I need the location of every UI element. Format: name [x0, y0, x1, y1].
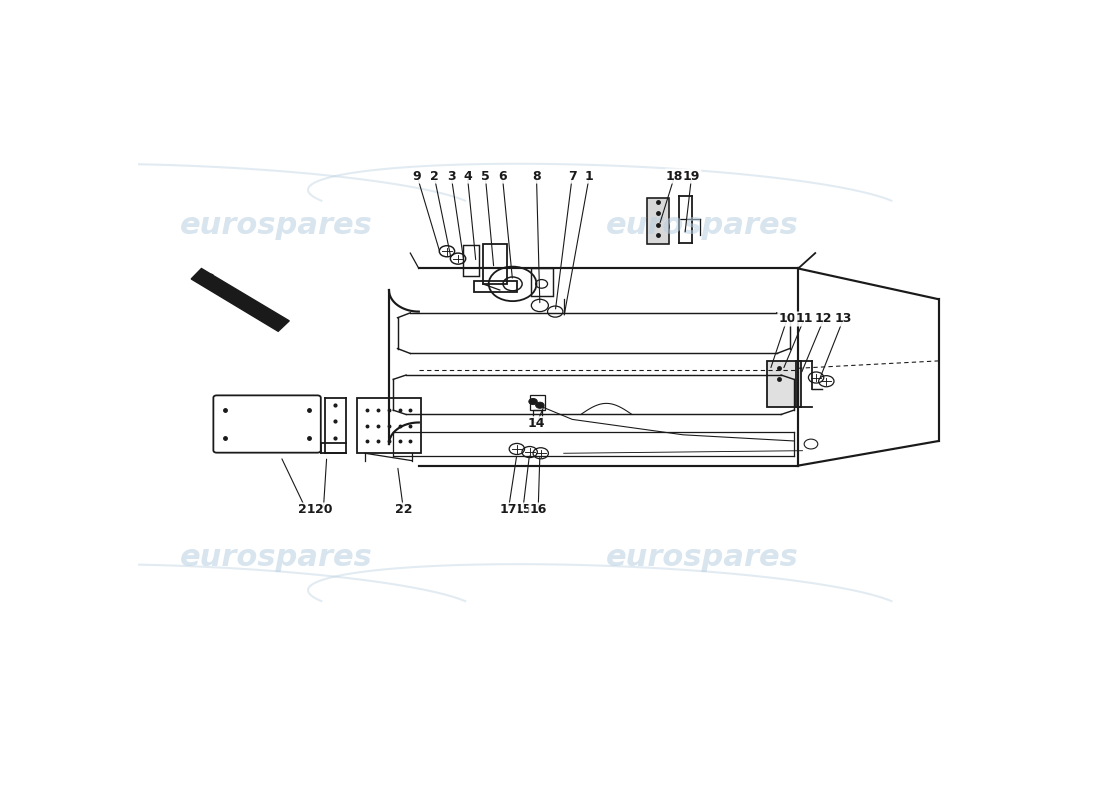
Text: 6: 6 [498, 170, 507, 182]
Text: 5: 5 [481, 170, 490, 182]
Bar [463, 245, 478, 276]
Bar [647, 198, 669, 244]
Bar [531, 269, 552, 296]
Text: 7: 7 [568, 170, 576, 182]
Text: eurospares: eurospares [606, 211, 799, 240]
Polygon shape [191, 269, 289, 331]
Text: 22: 22 [395, 503, 412, 517]
Text: 1: 1 [585, 170, 594, 182]
Circle shape [536, 402, 544, 408]
Text: 20: 20 [315, 503, 332, 517]
Text: eurospares: eurospares [180, 211, 373, 240]
Text: 2: 2 [430, 170, 439, 182]
Circle shape [529, 398, 537, 405]
Text: 10: 10 [779, 313, 796, 326]
Bar [483, 244, 507, 284]
Text: 15: 15 [514, 503, 531, 517]
Text: eurospares: eurospares [606, 543, 799, 573]
Bar [356, 398, 420, 454]
Text: 12: 12 [815, 313, 833, 326]
Text: 21: 21 [297, 503, 315, 517]
Text: 19: 19 [683, 170, 701, 182]
Text: eurospares: eurospares [180, 543, 373, 573]
Text: 13: 13 [835, 313, 852, 326]
Text: 14: 14 [528, 418, 546, 430]
Text: 16: 16 [529, 503, 547, 517]
Bar [530, 394, 544, 410]
Bar [534, 410, 541, 422]
Text: 4: 4 [463, 170, 472, 182]
Text: 9: 9 [412, 170, 421, 182]
Bar [767, 361, 801, 407]
Text: 3: 3 [447, 170, 455, 182]
Text: 8: 8 [532, 170, 541, 182]
Bar [474, 281, 517, 292]
Text: 18: 18 [666, 170, 683, 182]
Text: 17: 17 [499, 503, 517, 517]
Text: 11: 11 [795, 313, 813, 326]
